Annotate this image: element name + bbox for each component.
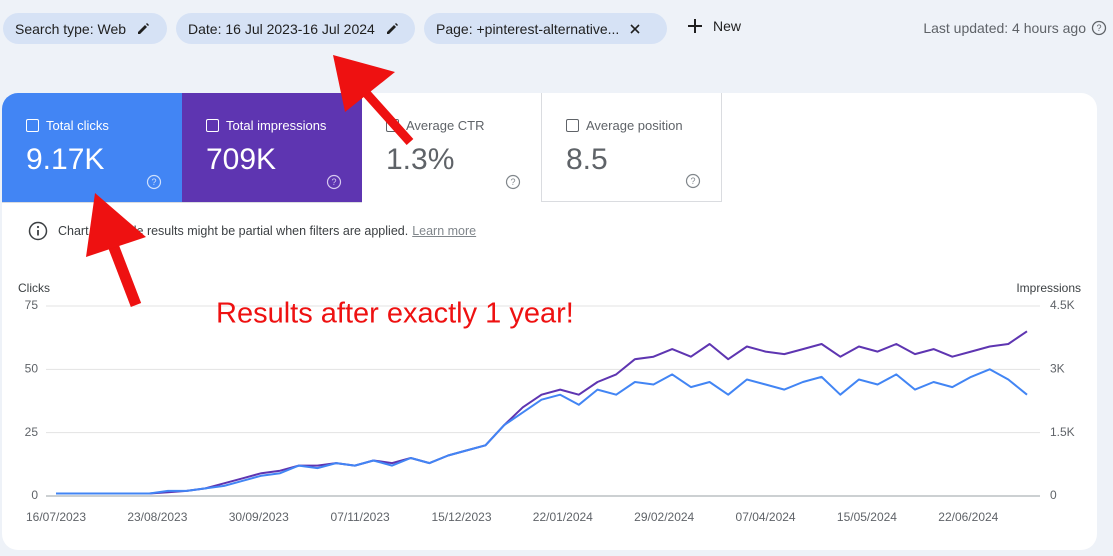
- x-tick-label: 30/09/2023: [229, 510, 289, 524]
- y2-tick-label: 3K: [1050, 362, 1065, 376]
- close-icon: [630, 23, 640, 34]
- metric-card[interactable]: Average position 8.5 ?: [542, 93, 722, 202]
- plus-icon: [688, 19, 702, 33]
- notice-text: Chart and table results might be partial…: [58, 224, 409, 238]
- y-tick-label: 50: [25, 362, 39, 376]
- edit-icon: [138, 22, 150, 34]
- filter-label: Search type: Web: [15, 20, 127, 37]
- metric-label: Total clicks: [46, 118, 109, 133]
- help-icon: ?: [685, 173, 701, 189]
- svg-text:?: ?: [510, 177, 515, 187]
- new-label: New: [713, 18, 742, 34]
- y2-tick-label: 0: [1050, 488, 1057, 502]
- help-icon: ?: [326, 174, 342, 190]
- filter-chip[interactable]: Date: 16 Jul 2023-16 Jul 2024: [176, 13, 415, 44]
- metric-card[interactable]: Total impressions 709K ?: [182, 93, 362, 202]
- checkbox: [566, 119, 579, 132]
- metric-value: 9.17K: [26, 143, 105, 176]
- annotation: Results after exactly 1 year!: [216, 298, 574, 330]
- learn-more-link[interactable]: Learn more: [412, 224, 477, 238]
- metric-value: 8.5: [566, 143, 608, 176]
- x-tick-label: 15/05/2024: [837, 510, 897, 524]
- x-tick-label: 07/04/2024: [736, 510, 796, 524]
- arrow: [86, 193, 146, 307]
- series-line: [56, 330, 1028, 495]
- svg-text:?: ?: [151, 177, 156, 187]
- checkbox: [206, 119, 219, 132]
- x-tick-label: 07/11/2023: [331, 510, 390, 524]
- metric-label: Average position: [586, 118, 683, 133]
- svg-text:?: ?: [1096, 23, 1101, 33]
- filter-label: Date: 16 Jul 2023-16 Jul 2024: [188, 20, 375, 37]
- y2-tick-label: 4.5K: [1050, 298, 1075, 312]
- metric-label: Total impressions: [226, 118, 327, 133]
- divider: [2, 202, 362, 203]
- filter-chip[interactable]: Page: +pinterest-alternative...: [424, 13, 667, 44]
- x-tick-label: 22/01/2024: [533, 510, 593, 524]
- series-line: [56, 368, 1028, 495]
- help-icon[interactable]: ?: [1091, 20, 1107, 36]
- filter-label: Page: +pinterest-alternative...: [436, 20, 620, 37]
- notice: Chart and table results might be partial…: [28, 221, 476, 241]
- y-tick-label: 0: [31, 488, 38, 502]
- svg-text:?: ?: [690, 176, 695, 186]
- x-tick-label: 23/08/2023: [127, 510, 187, 524]
- new-button[interactable]: New: [687, 18, 741, 34]
- help-icon: ?: [146, 174, 162, 190]
- arrow: [333, 55, 414, 146]
- performance-panel: Total clicks 9.17K ? Total impressions 7…: [2, 93, 1097, 550]
- last-updated: Last updated: 4 hours ago ?: [923, 20, 1107, 36]
- y-tick-label: 75: [25, 298, 39, 312]
- last-updated-text: Last updated: 4 hours ago: [923, 20, 1086, 36]
- x-tick-label: 29/02/2024: [634, 510, 694, 524]
- edit-icon: [386, 22, 398, 34]
- metric-value: 1.3%: [386, 143, 455, 176]
- metric-label: Average CTR: [406, 118, 485, 133]
- y2-axis-title: Impressions: [1016, 281, 1081, 295]
- checkbox: [26, 119, 39, 132]
- x-tick-label: 22/06/2024: [938, 510, 998, 524]
- x-tick-label: 15/12/2023: [431, 510, 491, 524]
- y-axis-title: Clicks: [18, 281, 50, 295]
- metric-card[interactable]: Total clicks 9.17K ?: [2, 93, 182, 202]
- y2-tick-label: 1.5K: [1050, 425, 1075, 439]
- svg-text:?: ?: [331, 177, 336, 187]
- filter-chip[interactable]: Search type: Web: [3, 13, 167, 44]
- info-icon: [28, 221, 48, 241]
- x-tick-label: 16/07/2023: [26, 510, 86, 524]
- metric-card[interactable]: Average CTR 1.3% ?: [362, 93, 542, 202]
- help-icon: ?: [505, 174, 521, 190]
- metric-value: 709K: [206, 143, 277, 176]
- y-tick-label: 25: [25, 425, 39, 439]
